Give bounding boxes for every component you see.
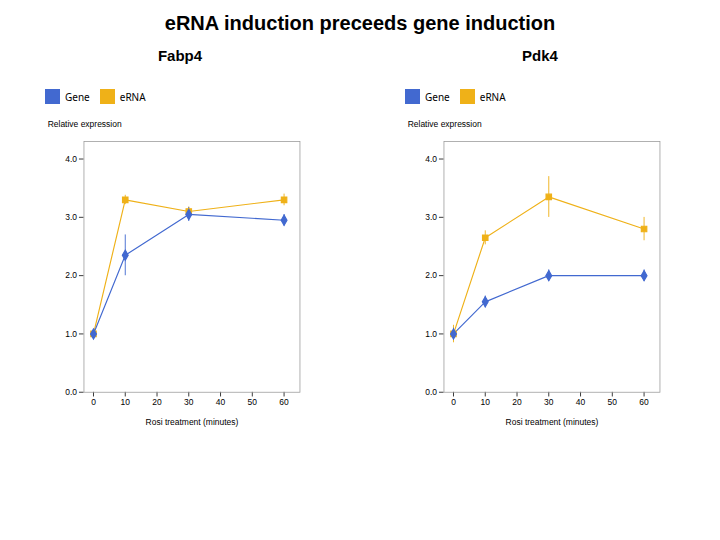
svg-text:2.0: 2.0 (425, 270, 437, 280)
svg-text:30: 30 (184, 397, 194, 407)
svg-text:20: 20 (152, 397, 162, 407)
svg-text:4.0: 4.0 (425, 154, 437, 164)
svg-text:10: 10 (121, 397, 131, 407)
svg-text:10: 10 (481, 397, 491, 407)
svg-text:1.0: 1.0 (65, 329, 77, 339)
svg-text:3.0: 3.0 (425, 212, 437, 222)
svg-text:30: 30 (544, 397, 554, 407)
svg-text:60: 60 (279, 397, 289, 407)
svg-text:0.0: 0.0 (65, 387, 77, 397)
html-text:Gene: Gene (65, 89, 90, 104)
html-text:eRNA induction preceeds gene i: eRNA induction preceeds gene induction (164, 12, 556, 34)
svg-text:0: 0 (451, 397, 456, 407)
svg-text:20: 20 (512, 397, 522, 407)
svg-text:4.0: 4.0 (65, 154, 77, 164)
html-text:Gene: Gene (425, 89, 450, 104)
svg-text:0.0: 0.0 (425, 387, 437, 397)
svg-text:0: 0 (91, 397, 96, 407)
svg-text:Relative expression: Relative expression (408, 119, 482, 129)
html-text:eRNA: eRNA (479, 89, 506, 104)
svg-text:3.0: 3.0 (65, 212, 77, 222)
html-text:eRNA: eRNA (119, 89, 146, 104)
svg-text:2.0: 2.0 (65, 270, 77, 280)
svg-text:1.0: 1.0 (425, 329, 437, 339)
svg-text:Relative expression: Relative expression (48, 119, 122, 129)
svg-text:60: 60 (639, 397, 649, 407)
svg-text:Rosi treatment (minutes): Rosi treatment (minutes) (146, 417, 239, 427)
html-text:Pdk4: Pdk4 (522, 47, 558, 64)
svg-text:50: 50 (248, 397, 258, 407)
svg-text:50: 50 (608, 397, 618, 407)
svg-text:Rosi treatment (minutes): Rosi treatment (minutes) (506, 417, 599, 427)
html-text:Fabp4: Fabp4 (157, 47, 203, 64)
svg-text:40: 40 (576, 397, 586, 407)
svg-text:40: 40 (216, 397, 226, 407)
